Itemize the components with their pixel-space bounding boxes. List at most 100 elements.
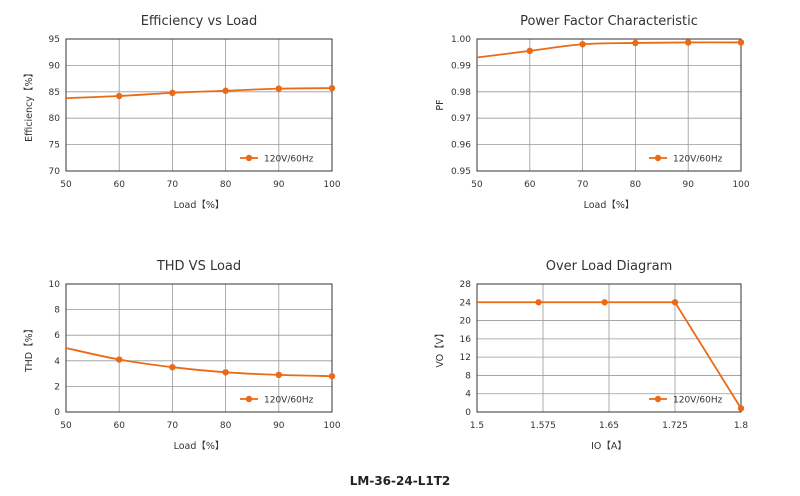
y-tick-label: 2 xyxy=(54,382,60,392)
chart-title: Power Factor Characteristic xyxy=(520,14,698,29)
y-tick-label: 6 xyxy=(54,331,60,341)
x-tick-label: 80 xyxy=(630,180,642,190)
data-point xyxy=(632,39,639,47)
y-tick-label: 75 xyxy=(49,141,60,151)
x-tick-label: 1.65 xyxy=(599,421,619,431)
x-tick-label: 60 xyxy=(113,421,125,431)
y-axis-label: VO【V】 xyxy=(435,328,446,367)
y-tick-label: 4 xyxy=(54,357,60,367)
y-axis-label: PF xyxy=(435,99,446,110)
x-axis-label: IO【A】 xyxy=(591,441,627,452)
y-tick-label: 70 xyxy=(49,167,61,177)
x-axis-label: Load【%】 xyxy=(584,200,635,211)
x-tick-label: 50 xyxy=(60,421,72,431)
data-point xyxy=(222,369,229,376)
y-tick-label: 80 xyxy=(49,114,61,124)
y-tick-label: 0.96 xyxy=(451,141,471,151)
data-point xyxy=(685,39,692,46)
x-tick-label: 90 xyxy=(273,421,285,431)
y-tick-label: 28 xyxy=(460,280,472,290)
y-tick-label: 0.97 xyxy=(451,114,471,124)
legend-marker xyxy=(654,395,662,403)
x-tick-label: 70 xyxy=(167,180,179,190)
y-tick-label: 16 xyxy=(460,335,472,345)
x-axis-label: Load【%】 xyxy=(174,200,225,211)
x-tick-label: 1.575 xyxy=(530,421,556,431)
data-point xyxy=(116,356,123,363)
x-tick-label: 90 xyxy=(273,180,285,190)
chart-title: THD VS Load xyxy=(156,259,241,274)
data-point xyxy=(275,371,282,379)
legend-marker xyxy=(245,395,253,403)
x-tick-label: 100 xyxy=(323,180,340,190)
legend-label: 120V/60Hz xyxy=(264,155,314,165)
legend-label: 120V/60Hz xyxy=(673,396,723,406)
chart-panel-3: THD VS Load 50 60 70 80 90 100 0 2 4 6 8 10 Load【%】 TH… xyxy=(24,259,341,452)
x-tick-label: 100 xyxy=(323,421,340,431)
chart-panel-2: Power Factor Characteristic 50 60 70 80 90 100… xyxy=(435,14,750,211)
x-tick-label: 50 xyxy=(471,180,483,190)
y-tick-label: 10 xyxy=(49,280,61,290)
x-tick-label: 70 xyxy=(167,421,179,431)
x-tick-label: 80 xyxy=(220,421,232,431)
plot-frame xyxy=(476,38,742,172)
data-point xyxy=(222,87,229,94)
data-point xyxy=(169,364,176,371)
x-axis-label: Load【%】 xyxy=(174,441,225,452)
series-line xyxy=(65,347,333,378)
chart-title: Over Load Diagram xyxy=(546,259,673,274)
data-point xyxy=(116,92,123,100)
data-point xyxy=(579,41,586,48)
y-tick-label: 90 xyxy=(49,61,61,71)
y-tick-label: 8 xyxy=(54,306,60,316)
y-tick-label: 20 xyxy=(460,317,472,327)
legend-label: 120V/60Hz xyxy=(264,396,314,406)
data-point xyxy=(737,405,745,412)
x-tick-label: 80 xyxy=(220,180,232,190)
y-tick-label: 24 xyxy=(460,298,472,308)
x-tick-label: 60 xyxy=(113,180,125,190)
data-point xyxy=(526,47,533,55)
plot-frame xyxy=(476,283,742,413)
x-tick-label: 1.725 xyxy=(662,421,688,431)
y-tick-label: 0.98 xyxy=(451,88,471,98)
y-tick-label: 8 xyxy=(465,371,471,381)
chart-panel-1: Efficiency vs Load 50 60 70 80 90 100 70 75 80 85 9… xyxy=(24,14,341,211)
y-tick-label: 85 xyxy=(49,88,60,98)
x-tick-label: 90 xyxy=(682,180,694,190)
x-tick-label: 1.5 xyxy=(470,421,484,431)
model-label: LM-36-24-L1T2 xyxy=(349,474,451,488)
series-line xyxy=(476,41,742,59)
y-tick-label: 0 xyxy=(465,408,471,418)
plot-frame xyxy=(65,283,333,413)
legend-label: 120V/60Hz xyxy=(673,155,723,165)
y-tick-label: 95 xyxy=(49,35,60,45)
data-point xyxy=(328,372,336,380)
x-tick-label: 50 xyxy=(60,180,72,190)
x-tick-label: 100 xyxy=(732,180,749,190)
data-point xyxy=(328,84,336,92)
data-point xyxy=(737,39,745,46)
x-tick-label: 60 xyxy=(524,180,536,190)
y-tick-label: 0.95 xyxy=(451,167,471,177)
data-point xyxy=(671,299,679,306)
y-tick-label: 0.99 xyxy=(451,61,471,71)
data-point xyxy=(535,299,542,306)
chart-title: Efficiency vs Load xyxy=(141,14,258,29)
x-tick-label: 70 xyxy=(577,180,589,190)
y-tick-label: 1.00 xyxy=(451,35,471,45)
legend-marker xyxy=(245,154,253,162)
y-tick-label: 4 xyxy=(465,390,471,400)
y-tick-label: 0 xyxy=(54,408,60,418)
y-axis-label: Efficiency【%】 xyxy=(24,68,35,142)
data-point xyxy=(169,89,176,97)
data-point xyxy=(601,299,608,306)
plot-frame xyxy=(65,38,333,172)
legend-marker xyxy=(654,154,662,162)
data-point xyxy=(275,85,282,92)
y-axis-label: THD【%】 xyxy=(24,324,35,373)
series-line xyxy=(65,87,333,100)
x-tick-label: 1.8 xyxy=(734,421,749,431)
chart-panel-4: Over Load Diagram 1.5 1.575 1.65 1.725 1.8 0 4 8… xyxy=(435,259,748,452)
